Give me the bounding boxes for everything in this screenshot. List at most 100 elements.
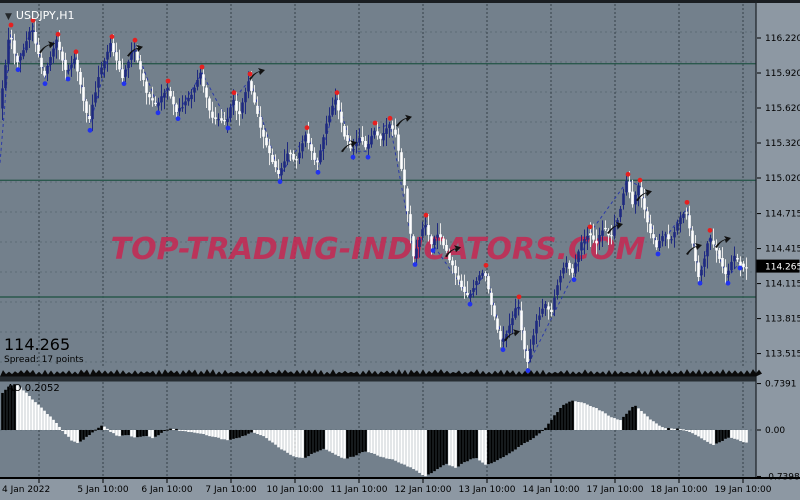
ao-bar <box>376 430 379 456</box>
candle-body <box>211 111 214 118</box>
candle-body <box>736 258 739 260</box>
ao-bar <box>355 430 358 456</box>
time-tick-label: 19 Jan 10:00 <box>715 485 772 495</box>
buy-signal-dot <box>525 368 531 374</box>
ao-bar <box>289 430 292 455</box>
ao-bar <box>724 430 727 439</box>
ao-bar <box>361 430 364 453</box>
ao-bar <box>547 423 550 430</box>
candle-body <box>529 348 532 359</box>
arrow-icon <box>39 41 55 54</box>
ao-bar <box>175 428 178 430</box>
candle-body <box>349 141 352 149</box>
candle-body <box>178 108 181 112</box>
ao-bar <box>67 430 70 437</box>
time-axis[interactable]: 4 Jan 2022 5 Jan 10:00 6 Jan 10:00 7 Jan 10… <box>2 479 772 495</box>
candle-body <box>232 100 235 106</box>
ao-bar <box>145 430 148 436</box>
ao-bar <box>10 385 13 430</box>
ao-bar <box>295 430 298 458</box>
ao-bar <box>691 430 694 434</box>
time-tick-label: 7 Jan 10:00 <box>205 485 257 495</box>
candle-body <box>37 44 40 55</box>
ao-bar <box>397 430 400 463</box>
candle-body <box>442 238 445 246</box>
ao-bar <box>688 430 691 432</box>
ao-bar <box>613 418 616 430</box>
candle-body <box>697 262 700 277</box>
ao-bar <box>640 411 643 430</box>
candle-body <box>523 330 526 350</box>
buy-signal-dot <box>65 76 71 82</box>
signal-dots <box>8 17 743 374</box>
ao-bar <box>1 392 4 430</box>
candle-body <box>292 153 295 160</box>
candle-body <box>4 65 7 89</box>
ao-bar <box>517 430 520 447</box>
ao-bar <box>643 413 646 430</box>
price-axis-strip[interactable] <box>756 0 800 500</box>
candle-body <box>688 215 691 229</box>
candle-body <box>226 119 229 123</box>
ao-tick-label: 0.00 <box>765 426 785 436</box>
ao-bar <box>64 430 67 435</box>
candle-body <box>481 273 484 276</box>
candle-body <box>286 153 289 162</box>
candle-body <box>304 135 307 142</box>
symbol-dropdown-icon[interactable]: ▼ <box>5 12 12 22</box>
top-border <box>0 0 800 3</box>
time-tick-label: 10 Jan 10:00 <box>267 485 324 495</box>
candle-body <box>448 253 451 261</box>
ao-bar <box>40 407 43 430</box>
candle-body <box>76 59 79 72</box>
candle-body <box>253 92 256 103</box>
candle-body <box>430 236 433 245</box>
ao-bar <box>142 430 145 437</box>
candle-body <box>601 230 604 236</box>
ao-bar <box>442 430 445 466</box>
ao-bar <box>199 430 202 434</box>
candle-body <box>184 101 187 106</box>
ao-bar <box>241 430 244 437</box>
ao-bar <box>280 430 283 450</box>
sell-signal-dot <box>387 115 393 121</box>
ao-bar <box>742 430 745 443</box>
price-tick-label: 115.920 <box>765 69 800 79</box>
ao-bar <box>544 427 547 430</box>
ao-bar <box>400 430 403 464</box>
candle-body <box>511 318 514 326</box>
arrow-icon <box>715 236 731 248</box>
ao-bar <box>448 430 451 466</box>
candle-body <box>73 58 76 64</box>
ao-bar <box>421 430 424 476</box>
ao-bar <box>55 423 58 430</box>
candle-body <box>334 99 337 105</box>
ao-bar <box>622 416 625 430</box>
ao-bar <box>172 428 175 430</box>
price-axis[interactable]: 116.220 115.920 115.620 115.320 115.020 114.7… <box>756 34 800 482</box>
candle-body <box>313 152 316 160</box>
candle-body <box>229 107 232 118</box>
ao-bar <box>265 430 268 439</box>
candle-body <box>568 262 571 269</box>
candle-body <box>379 135 382 139</box>
candle-body <box>487 276 490 290</box>
time-axis-strip[interactable] <box>0 479 800 500</box>
ao-bar <box>499 430 502 459</box>
candle-body <box>94 92 97 103</box>
ao-bar <box>277 430 280 448</box>
ao-bar <box>505 430 508 456</box>
candle-body <box>532 335 535 345</box>
candle-body <box>271 154 274 163</box>
candle-body <box>493 305 496 317</box>
candle-body <box>724 267 727 275</box>
candle-body <box>16 55 19 63</box>
candle-body <box>322 137 325 149</box>
candle-body <box>721 258 724 267</box>
candle-body <box>742 263 745 268</box>
candle-body <box>139 61 142 70</box>
ao-bar <box>328 430 331 452</box>
panel-separator[interactable] <box>0 376 756 382</box>
ao-bar <box>568 401 571 430</box>
